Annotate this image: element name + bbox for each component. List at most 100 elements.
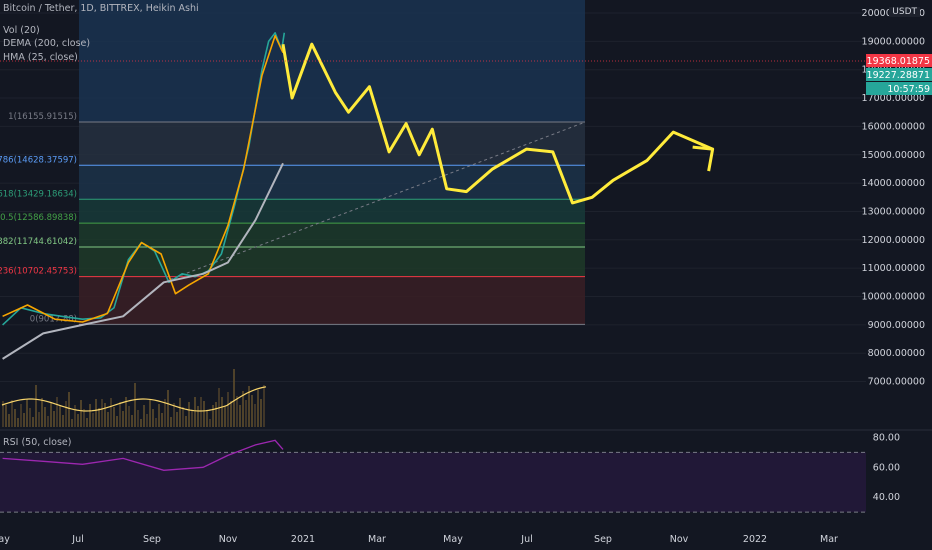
volume-bar	[173, 403, 175, 427]
volume-bar	[92, 413, 94, 427]
price-tag-2: 10:57:59	[887, 84, 930, 95]
y-tick-label-1: 19000.00000	[862, 36, 925, 47]
volume-bar	[17, 418, 19, 427]
volume-bar	[41, 398, 43, 427]
x-tick-label-5: Mar	[368, 534, 386, 545]
volume-bar	[89, 404, 91, 427]
volume-bar	[251, 395, 253, 427]
volume-bar	[140, 419, 142, 427]
volume-avg-line	[1, 386, 267, 412]
volume-bar	[11, 400, 13, 427]
price-tag-0: 19368.01875	[867, 56, 930, 67]
volume-bar	[35, 385, 37, 427]
volume-bar	[38, 412, 40, 427]
volume-bar	[71, 419, 73, 427]
x-tick-label-3: Nov	[219, 534, 238, 545]
volume-bar	[236, 396, 238, 427]
volume-bar	[257, 390, 259, 427]
volume-bar	[146, 414, 148, 427]
volume-bar	[50, 402, 52, 427]
currency-label[interactable]: USDT	[889, 7, 920, 17]
x-tick-label-1: Jul	[71, 534, 83, 545]
volume-bar	[215, 402, 217, 427]
fib-label-1: 0.786(14628.37597)	[0, 155, 77, 165]
volume-bar	[263, 385, 265, 427]
volume-bar	[86, 418, 88, 427]
volume-bar	[185, 416, 187, 427]
volume-bar	[152, 409, 154, 427]
price-tag-bg-1	[866, 68, 932, 81]
y-tick-label-7: 13000.00000	[862, 206, 925, 217]
volume-bar	[206, 410, 208, 427]
fib-label-2: 0.618(13429.18634)	[0, 189, 77, 199]
volume-bar	[182, 407, 184, 427]
volume-bar	[137, 410, 139, 427]
indicator-dema-label: DEMA (200, close)	[3, 38, 91, 49]
fib-zone-4	[79, 223, 585, 248]
volume-bar	[167, 390, 169, 427]
volume-bar	[239, 405, 241, 427]
fib-zone-6	[79, 276, 585, 325]
volume-bar	[221, 397, 223, 427]
volume-bar	[260, 399, 262, 427]
volume-bar	[77, 414, 79, 427]
fib-label-3: 0.5(12586.89838)	[0, 213, 77, 223]
volume-bar	[209, 419, 211, 427]
volume-bar	[125, 397, 127, 427]
x-tick-label-9: Nov	[670, 534, 689, 545]
volume-bar	[5, 405, 7, 427]
volume-bar	[2, 401, 4, 427]
x-tick-label-7: Jul	[520, 534, 532, 545]
volume-bar	[191, 411, 193, 427]
volume-bar	[170, 417, 172, 427]
volume-bar	[188, 402, 190, 427]
projection-arrowhead	[692, 145, 715, 172]
indicator-rsi-label: RSI (50, close)	[3, 437, 72, 448]
fib-label-5: 0.236(10702.45753)	[0, 267, 77, 277]
volume-bar	[80, 400, 82, 427]
y-tick-label-12: 8000.00000	[868, 348, 925, 359]
y-tick-label-10: 10000.00000	[862, 292, 925, 303]
volume-bar	[110, 398, 112, 427]
series-line-heikin-ashi-close	[2, 31, 286, 326]
volume-bar	[98, 408, 100, 427]
series-line-dema	[2, 162, 284, 360]
series-line-projection	[281, 42, 714, 205]
trend-line	[169, 121, 586, 280]
volume-bar	[116, 416, 118, 427]
y-tick-label-9: 11000.00000	[862, 263, 925, 274]
volume-bar	[44, 407, 46, 427]
indicator-hma-label: HMA (25, close)	[3, 52, 78, 63]
volume-bar	[161, 413, 163, 427]
y-tick-label-11: 9000.00000	[868, 320, 925, 331]
volume-bar	[194, 397, 196, 427]
rsi-tick-label-2: 40.00	[873, 492, 900, 503]
chart-title: Bitcoin / Tether, 1D, BITTREX, Heikin As…	[3, 3, 199, 14]
fib-zone-2	[79, 165, 585, 200]
rsi-tick-label-0: 80.00	[873, 432, 900, 443]
volume-bar	[212, 405, 214, 427]
volume-bar	[134, 383, 136, 427]
fib-label-6: 0(9017.88)	[30, 314, 77, 324]
rsi-tick-label-1: 60.00	[873, 462, 900, 473]
y-tick-label-13: 7000.00000	[868, 377, 925, 388]
volume-bar	[113, 407, 115, 427]
volume-bar	[179, 398, 181, 427]
x-tick-label-4: 2021	[291, 534, 315, 545]
rsi-band-fill	[0, 452, 866, 513]
volume-bar	[101, 399, 103, 427]
volume-bar	[26, 399, 28, 427]
volume-bar	[254, 404, 256, 427]
volume-bar	[224, 406, 226, 427]
volume-bar	[242, 391, 244, 427]
fib-label-4: 0.382(11744.61042)	[0, 237, 77, 247]
fib-zone-1	[79, 121, 585, 166]
price-tag-bg-2	[866, 82, 932, 95]
x-tick-label-2: Sep	[143, 534, 161, 545]
x-tick-label-8: Sep	[594, 534, 612, 545]
volume-bar	[107, 412, 109, 427]
x-tick-label-6: May	[443, 534, 463, 545]
fib-zone-0	[79, 0, 585, 122]
price-tag-1: 19227.28871	[867, 70, 930, 81]
